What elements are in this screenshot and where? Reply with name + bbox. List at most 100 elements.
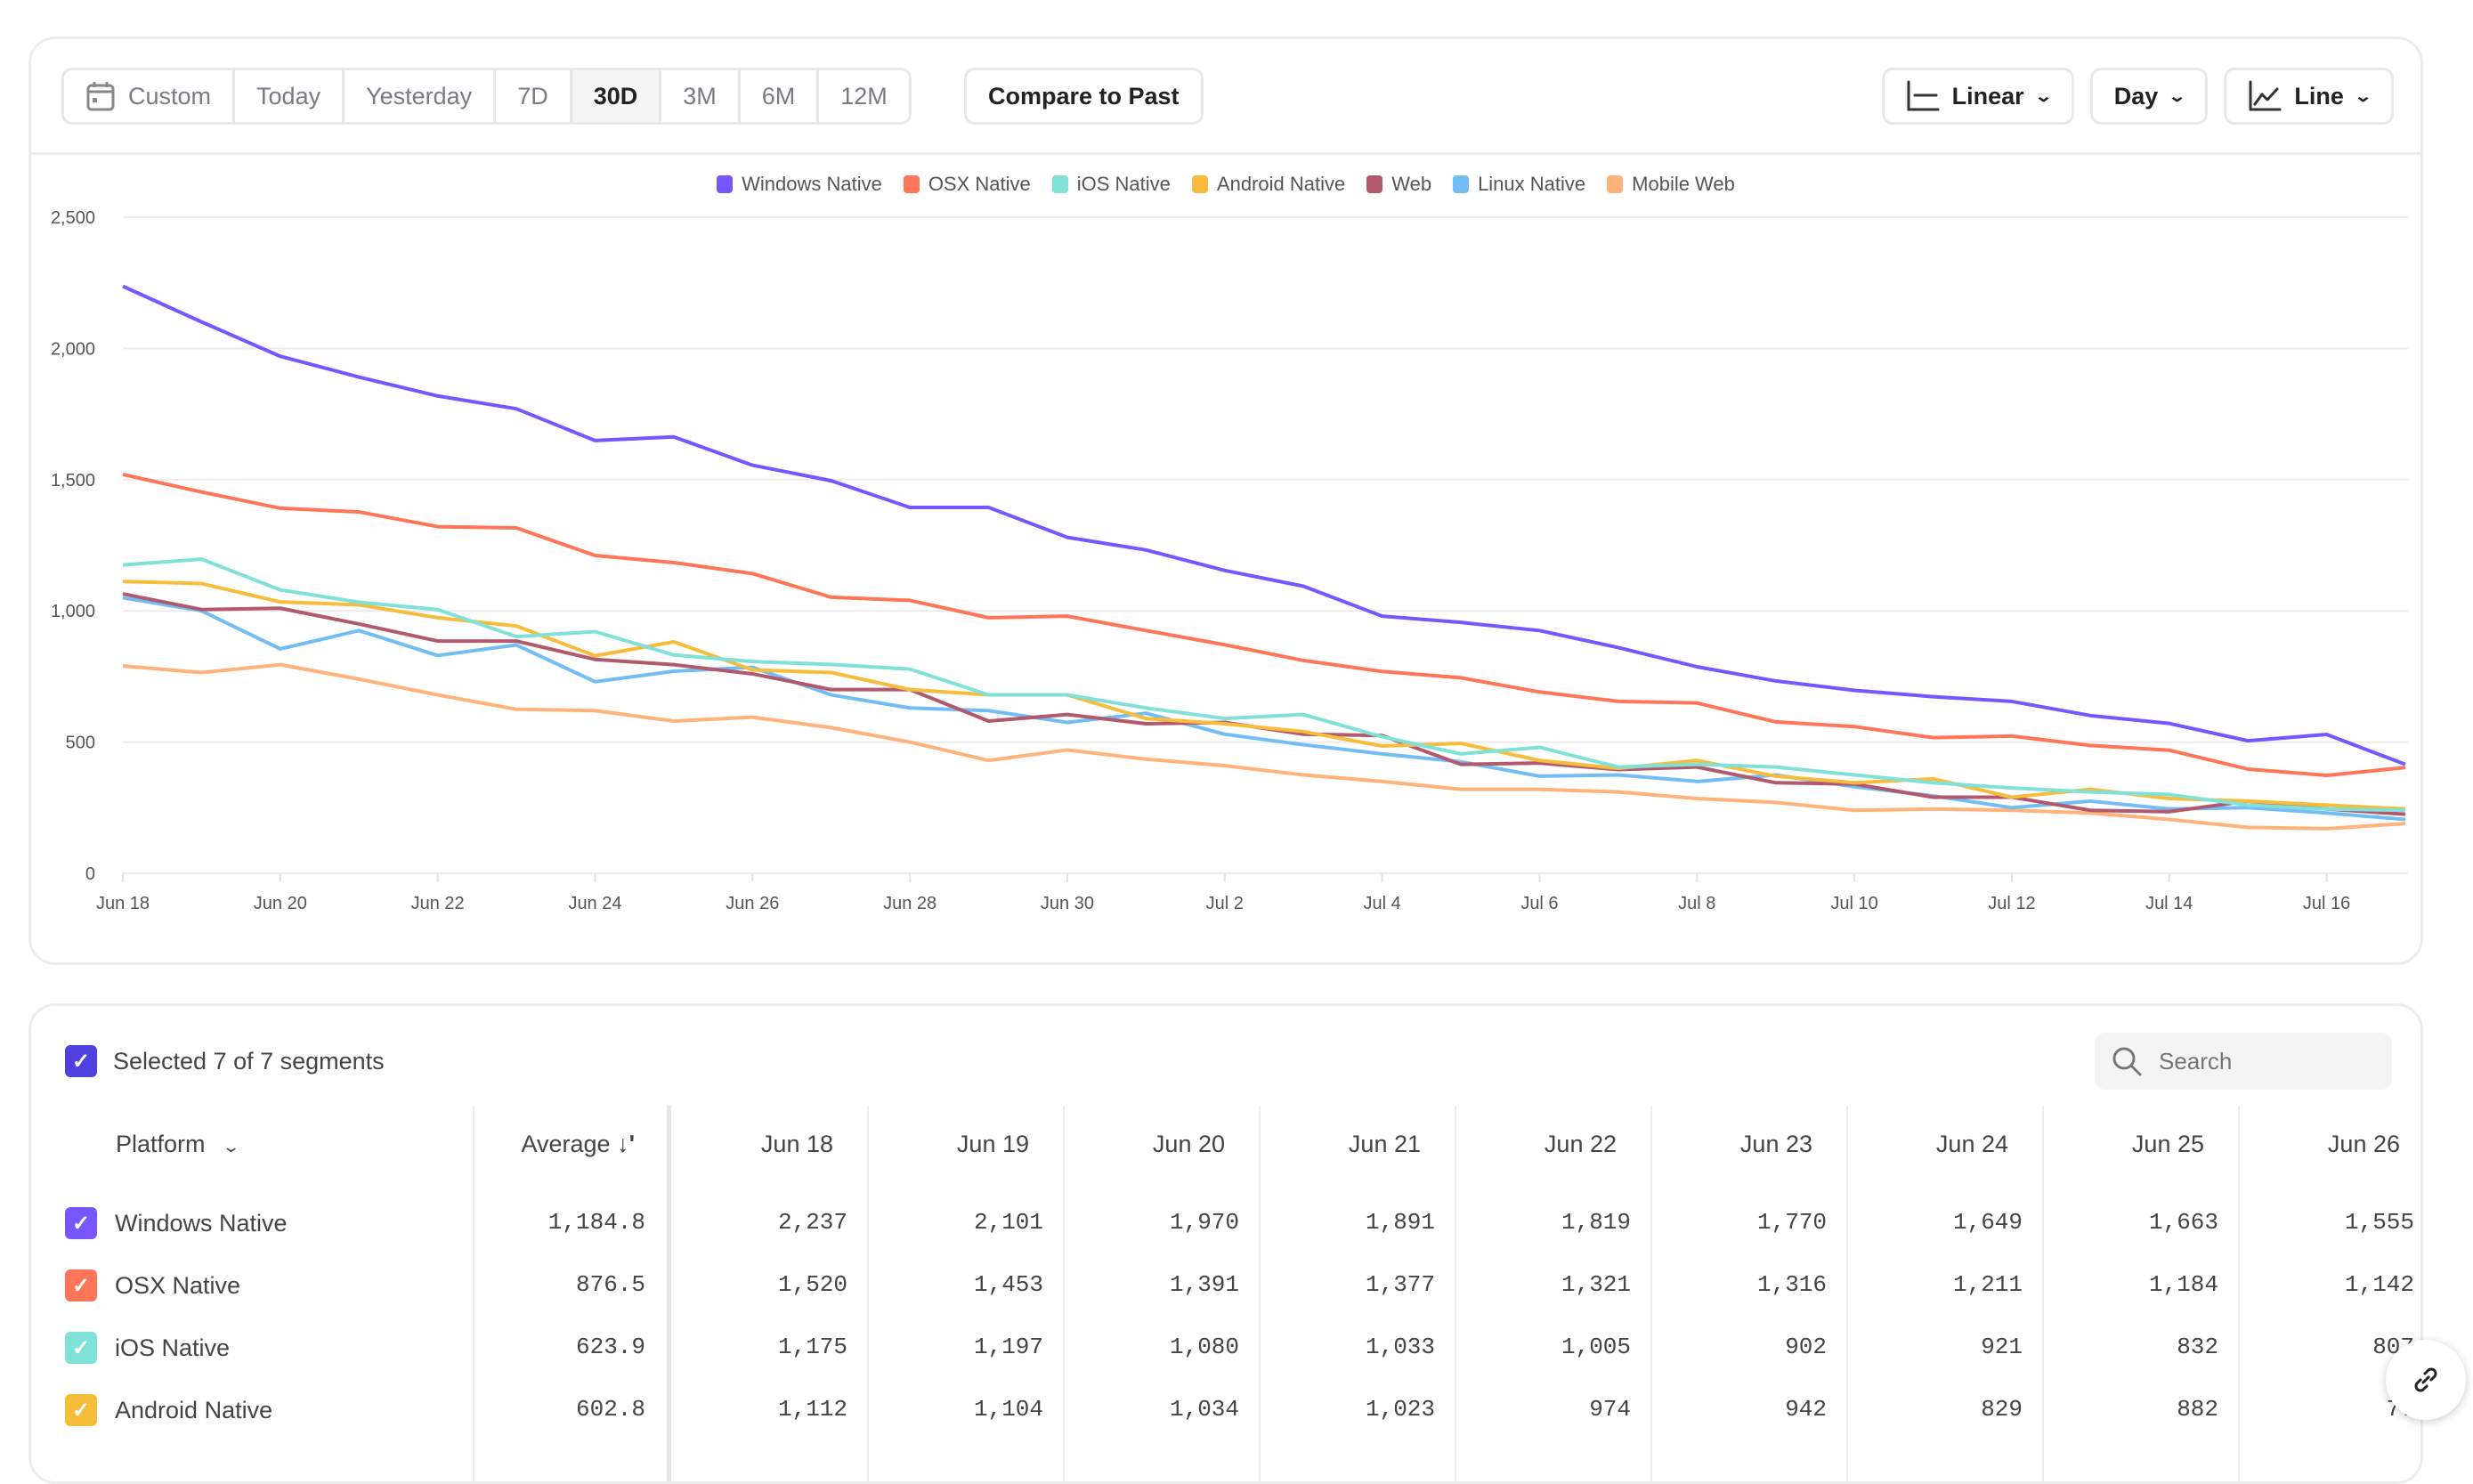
segment-toggle[interactable]: ✓ Windows Native <box>65 1207 288 1239</box>
x-tick-label: Jul 6 <box>1520 894 1558 913</box>
calendar-icon <box>86 82 115 111</box>
legend-item[interactable]: Web <box>1366 173 1431 196</box>
value-cell: 1,819 <box>1561 1209 1631 1236</box>
x-tick-label: Jun 22 <box>411 894 465 913</box>
column-divider <box>667 1106 671 1481</box>
date-column-header[interactable]: Jun 25 <box>2131 1131 2204 1157</box>
search-input[interactable] <box>2159 1047 2372 1075</box>
column-divider <box>1259 1106 1261 1481</box>
checkbox-checked-icon[interactable]: ✓ <box>65 1207 97 1239</box>
legend-label: OSX Native <box>928 173 1031 195</box>
average-cell: 623.9 <box>575 1334 645 1360</box>
chart-card: Custom Today Yesterday 7D 30D 3M 6M 12M Compare… <box>28 36 2423 965</box>
range-custom-button[interactable]: Custom <box>64 70 236 122</box>
platform-header[interactable]: Platform ⌄ <box>116 1131 240 1158</box>
checkbox-checked-icon[interactable]: ✓ <box>65 1269 97 1302</box>
legend-item[interactable]: Mobile Web <box>1607 173 1735 196</box>
legend-label: Mobile Web <box>1632 173 1735 195</box>
line-chart-icon <box>2249 80 2282 111</box>
value-cell: 1,649 <box>1952 1209 2023 1236</box>
scale-dropdown[interactable]: Linear ⌄ <box>1881 68 2074 125</box>
value-cell: 921 <box>1981 1334 2023 1360</box>
x-tick-label: Jun 20 <box>254 894 307 913</box>
link-icon <box>2414 1367 2437 1392</box>
legend-label: Linux Native <box>1478 173 1586 195</box>
range-yesterday-button[interactable]: Yesterday <box>345 70 497 122</box>
value-cell: 1,197 <box>973 1334 1043 1360</box>
search-box[interactable] <box>2095 1033 2392 1090</box>
range-today-button[interactable]: Today <box>235 70 345 122</box>
range-3m-button[interactable]: 3M <box>661 70 741 122</box>
x-tick-label: Jul 14 <box>2145 894 2193 913</box>
series-line-mobile-web[interactable] <box>122 662 2406 831</box>
checkbox-checked-icon[interactable]: ✓ <box>65 1332 97 1364</box>
date-column-header[interactable]: Jun 26 <box>2327 1131 2400 1157</box>
average-header[interactable]: Average ↓ʹ <box>521 1131 635 1158</box>
value-cell: 1,033 <box>1365 1334 1435 1360</box>
legend-swatch <box>1191 175 1208 193</box>
range-label: 6M <box>761 82 796 109</box>
x-tick-label: Jul 12 <box>1988 894 2035 913</box>
value-cell: 1,184 <box>2148 1271 2218 1298</box>
segment-toggle[interactable]: ✓ iOS Native <box>65 1332 230 1364</box>
series-line-windows-native[interactable] <box>122 284 2406 766</box>
x-tick-label: Jun 28 <box>883 894 936 913</box>
chart-legend: Windows Native OSX Native iOS Native Androi… <box>31 173 2420 196</box>
compare-label: Compare to Past <box>988 82 1180 109</box>
legend-item[interactable]: iOS Native <box>1051 173 1171 196</box>
average-cell: 1,184.8 <box>547 1209 645 1236</box>
range-label: Yesterday <box>366 82 473 109</box>
checkbox-checked-icon[interactable]: ✓ <box>65 1045 97 1077</box>
column-divider <box>1846 1106 1848 1481</box>
date-column-header[interactable]: Jun 24 <box>1935 1131 2008 1157</box>
date-column-header[interactable]: Jun 22 <box>1544 1131 1617 1157</box>
date-column-header[interactable]: Jun 19 <box>956 1131 1029 1157</box>
value-cell: 1,034 <box>1169 1396 1239 1423</box>
date-column-header[interactable]: Jun 21 <box>1348 1131 1421 1157</box>
legend-item[interactable]: Linux Native <box>1453 173 1585 196</box>
x-tick-label: Jun 26 <box>726 894 779 913</box>
segment-toggle[interactable]: ✓ Android Native <box>65 1394 272 1426</box>
segment-toggle[interactable]: ✓ OSX Native <box>65 1269 240 1302</box>
series-line-web[interactable] <box>122 592 2406 816</box>
legend-item[interactable]: OSX Native <box>903 173 1031 196</box>
platform-header-label: Platform <box>116 1131 206 1157</box>
chevron-down-icon: ⌄ <box>2168 86 2187 105</box>
table-row: ✓ OSX Native 876.5 1,520 1,453 1,391 1,377 1,32… <box>31 1255 2420 1318</box>
average-cell: 876.5 <box>575 1271 645 1298</box>
legend-label: Web <box>1391 173 1432 195</box>
date-column-header[interactable]: Jun 18 <box>760 1131 833 1157</box>
date-column-header[interactable]: Jun 23 <box>1739 1131 1812 1157</box>
legend-label: iOS Native <box>1076 173 1171 195</box>
range-label: 12M <box>840 82 888 109</box>
series-line-ios-native[interactable] <box>122 557 2406 813</box>
range-label: 3M <box>683 82 717 109</box>
line-chart: 0 500 1,000 1,500 2,000 2,500 Jun 18 Jun 20 Jun … <box>51 208 2408 913</box>
interval-dropdown[interactable]: Day ⌄ <box>2089 68 2209 125</box>
date-column-header[interactable]: Jun 20 <box>1152 1131 1225 1157</box>
value-cell: 1,391 <box>1169 1271 1239 1298</box>
column-divider <box>2238 1106 2240 1481</box>
x-tick-label: Jun 24 <box>568 894 621 913</box>
legend-item[interactable]: Windows Native <box>717 173 882 196</box>
range-6m-button[interactable]: 6M <box>741 70 820 122</box>
x-tick-label: Jul 2 <box>1206 894 1244 913</box>
value-cell: 2,237 <box>777 1209 847 1236</box>
value-cell: 829 <box>1981 1396 2023 1423</box>
copy-link-button[interactable] <box>2386 1340 2466 1420</box>
series-line-osx-native[interactable] <box>122 472 2406 778</box>
chart-type-dropdown[interactable]: Line ⌄ <box>2224 68 2394 125</box>
range-7d-button[interactable]: 7D <box>496 70 572 122</box>
range-12m-button[interactable]: 12M <box>819 70 909 122</box>
column-divider <box>473 1106 474 1481</box>
compare-to-past-button[interactable]: Compare to Past <box>964 68 1204 125</box>
x-tick-label: Jul 16 <box>2303 894 2350 913</box>
x-tick-label: Jul 10 <box>1830 894 1877 913</box>
range-30d-button[interactable]: 30D <box>572 70 662 122</box>
select-all-segments[interactable]: ✓ Selected 7 of 7 segments <box>65 1045 385 1077</box>
series-line-linux-native[interactable] <box>122 596 2406 822</box>
series-line-android-native[interactable] <box>122 580 2406 811</box>
legend-item[interactable]: Android Native <box>1191 173 1345 196</box>
checkbox-checked-icon[interactable]: ✓ <box>65 1394 97 1426</box>
value-cell: 2,101 <box>973 1209 1043 1236</box>
